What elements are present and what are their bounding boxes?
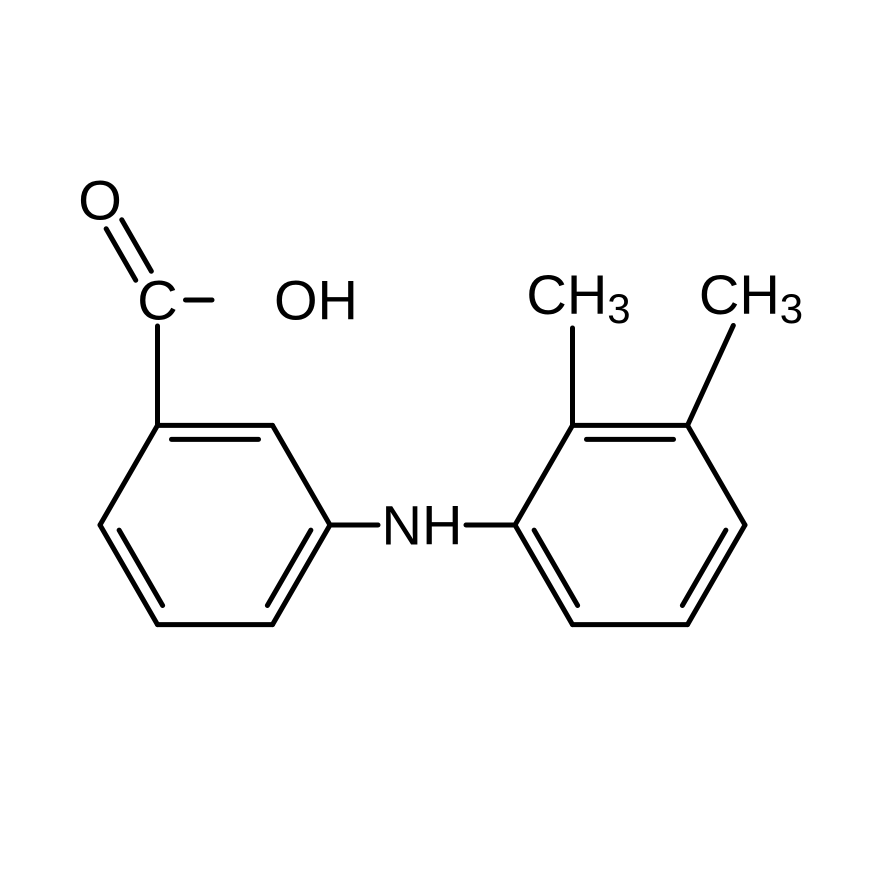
methyl-b-label: CH3 [699,263,803,332]
carbonyl-o-label: O [78,169,122,232]
cooh-carbon-label: C [137,269,177,332]
hydroxyl-label: OH [274,269,358,332]
chemical-structure: CO OH NH CH3 CH3 [0,0,890,890]
nh-label: NH [382,494,463,557]
methyl-a-label: CH3 [526,263,630,332]
